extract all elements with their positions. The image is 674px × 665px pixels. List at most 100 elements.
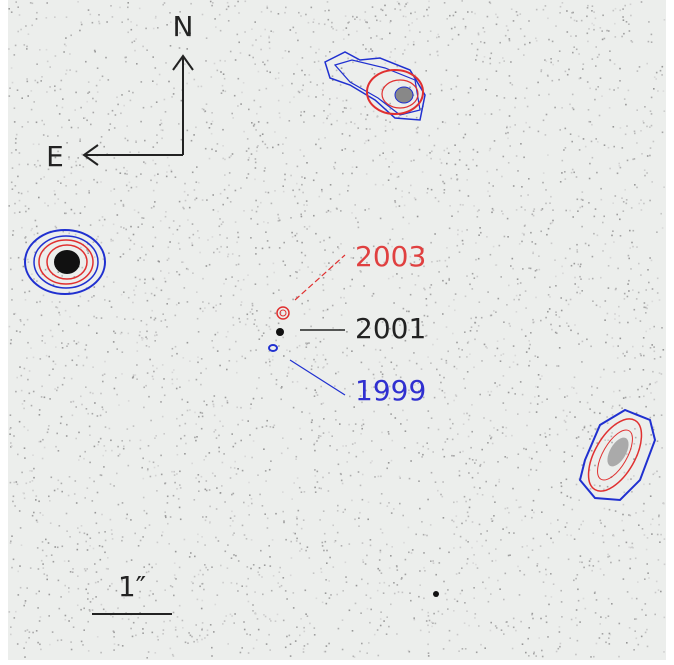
noise-dot	[429, 287, 431, 289]
noise-dot	[362, 559, 364, 561]
noise-dot	[215, 305, 217, 307]
noise-dot	[497, 348, 499, 350]
noise-dot	[57, 640, 59, 642]
noise-dot	[135, 285, 137, 287]
noise-dot	[113, 281, 115, 283]
noise-dot	[112, 110, 114, 112]
noise-dot	[46, 49, 48, 51]
noise-dot	[465, 501, 467, 503]
noise-dot	[171, 471, 173, 473]
noise-dot	[270, 30, 272, 32]
noise-dot	[146, 331, 148, 333]
noise-dot	[110, 239, 112, 241]
noise-dot	[336, 594, 338, 596]
noise-dot	[622, 147, 624, 149]
noise-dot	[248, 482, 250, 484]
noise-dot	[14, 107, 16, 109]
noise-dot	[651, 41, 653, 43]
noise-dot	[505, 409, 507, 411]
noise-dot	[112, 538, 114, 540]
noise-dot	[94, 563, 96, 565]
noise-dot	[549, 434, 551, 436]
noise-dot	[375, 56, 377, 58]
noise-dot	[168, 272, 170, 274]
noise-dot	[634, 443, 636, 445]
noise-dot	[532, 253, 534, 255]
noise-dot	[539, 571, 541, 573]
noise-dot	[314, 487, 316, 489]
noise-dot	[188, 380, 190, 382]
noise-dot	[382, 532, 384, 534]
noise-dot	[240, 103, 242, 105]
noise-dot	[398, 591, 400, 593]
noise-dot	[640, 355, 642, 357]
noise-dot	[255, 129, 257, 131]
noise-dot	[471, 11, 473, 13]
noise-dot	[112, 240, 114, 242]
noise-dot	[293, 407, 295, 409]
noise-dot	[315, 144, 317, 146]
noise-dot	[477, 151, 479, 153]
noise-dot	[163, 378, 165, 380]
noise-dot	[228, 185, 230, 187]
noise-dot	[156, 490, 158, 492]
noise-dot	[316, 354, 318, 356]
noise-dot	[342, 111, 344, 113]
noise-dot	[659, 372, 661, 374]
noise-dot	[491, 212, 493, 214]
noise-dot	[237, 590, 239, 592]
noise-dot	[568, 69, 570, 71]
noise-dot	[535, 355, 537, 357]
noise-dot	[323, 338, 325, 340]
noise-dot	[663, 503, 665, 505]
noise-dot	[504, 456, 506, 458]
noise-dot	[346, 348, 348, 350]
noise-dot	[237, 34, 239, 36]
noise-dot	[112, 616, 114, 618]
noise-dot	[499, 62, 501, 64]
noise-dot	[588, 245, 590, 247]
noise-dot	[36, 183, 38, 185]
noise-dot	[600, 376, 602, 378]
noise-dot	[26, 483, 28, 485]
noise-dot	[311, 365, 313, 367]
noise-dot	[332, 75, 334, 77]
noise-dot	[643, 355, 645, 357]
noise-dot	[631, 546, 633, 548]
noise-dot	[393, 508, 395, 510]
noise-dot	[503, 633, 505, 635]
noise-dot	[375, 136, 377, 138]
noise-dot	[361, 428, 363, 430]
noise-dot	[492, 496, 494, 498]
noise-dot	[142, 46, 144, 48]
noise-dot	[637, 389, 639, 391]
noise-dot	[262, 505, 264, 507]
noise-dot	[599, 485, 601, 487]
noise-dot	[29, 393, 31, 395]
noise-dot	[629, 627, 631, 629]
noise-dot	[177, 229, 179, 231]
noise-dot	[78, 355, 80, 357]
noise-dot	[418, 480, 420, 482]
noise-dot	[528, 348, 530, 350]
noise-dot	[19, 331, 21, 333]
noise-dot	[18, 192, 20, 194]
noise-dot	[187, 269, 189, 271]
noise-dot	[12, 501, 14, 503]
noise-dot	[20, 587, 22, 589]
noise-dot	[40, 80, 42, 82]
noise-dot	[155, 17, 157, 19]
noise-dot	[190, 3, 192, 5]
noise-dot	[294, 196, 296, 198]
noise-dot	[445, 593, 447, 595]
noise-dot	[176, 418, 178, 420]
noise-dot	[62, 330, 64, 332]
noise-dot	[520, 381, 522, 383]
noise-dot	[40, 178, 42, 180]
noise-dot	[40, 358, 42, 360]
noise-dot	[283, 261, 285, 263]
noise-dot	[640, 274, 642, 276]
noise-dot	[231, 276, 233, 278]
noise-dot	[287, 448, 289, 450]
noise-dot	[107, 568, 109, 570]
